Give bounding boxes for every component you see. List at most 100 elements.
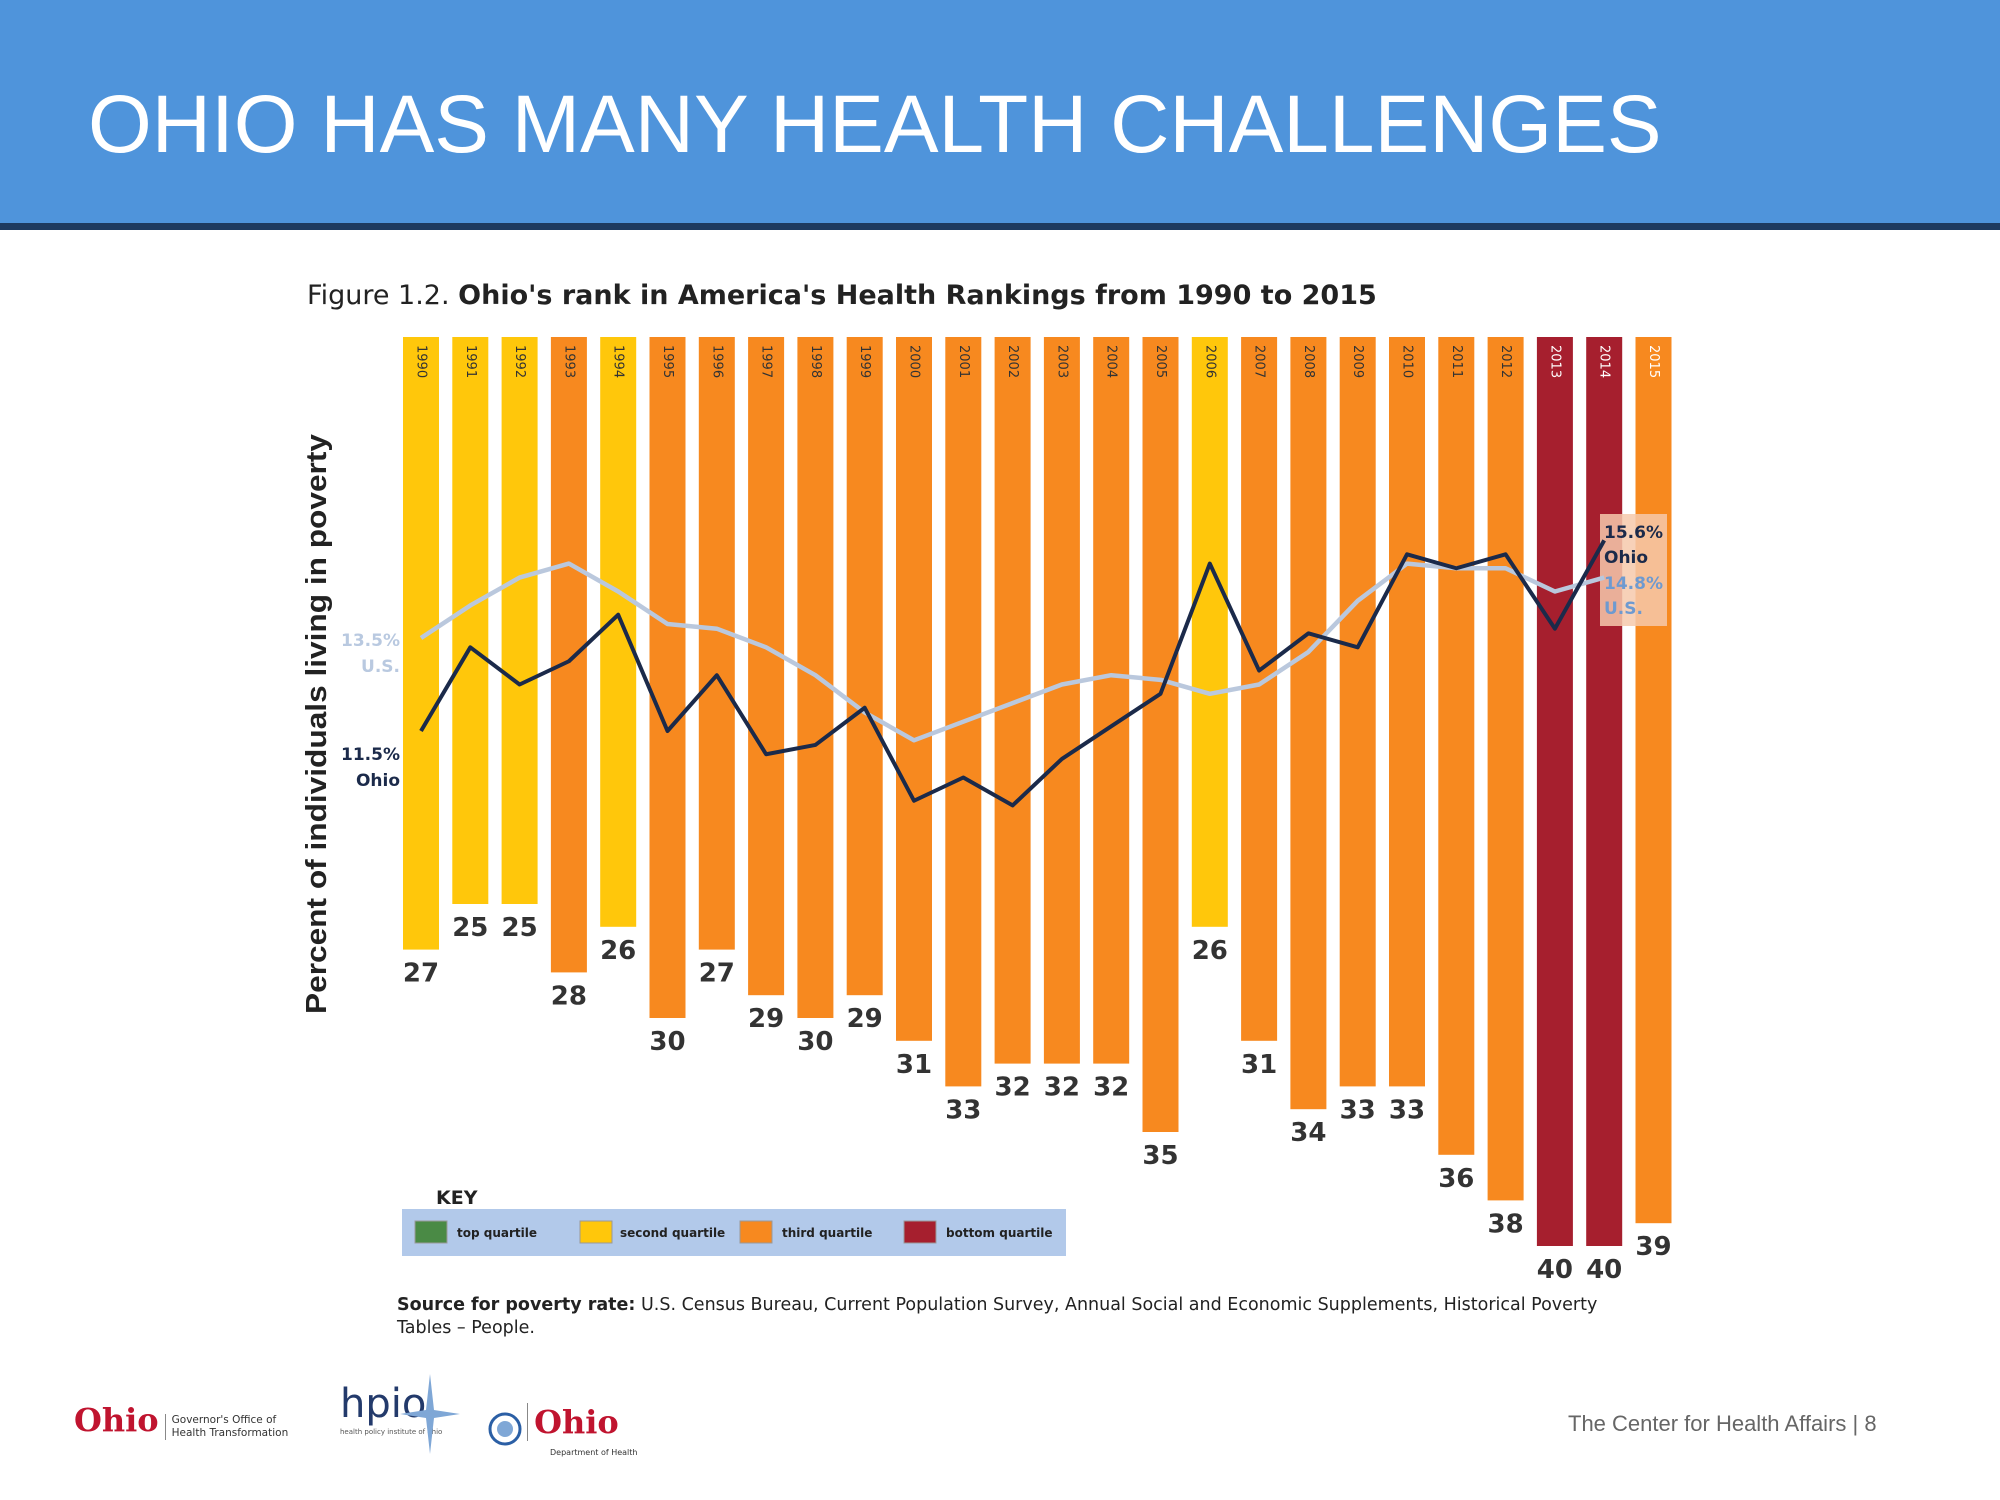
year-label: 1996 [709,345,724,378]
bar-2006 [1191,337,1228,927]
bar-1997 [748,337,785,996]
bar-2013 [1536,337,1573,1246]
y-axis-label: Percent of individuals living in poverty [301,434,333,1014]
footer-page-label: The Center for Health Affairs | 8 [1568,1411,1877,1436]
bar-1994 [600,337,637,927]
year-label: 2002 [1005,345,1020,378]
legend-label-second: second quartile [620,1226,725,1240]
year-label: 2001 [956,345,971,378]
rank-label: 32 [995,1073,1031,1103]
legend-label-bottom: bottom quartile [946,1226,1052,1240]
legend-label-third: third quartile [782,1226,872,1240]
header-divider [0,223,2000,230]
ohio-department-of-health-logo: Ohio Department of Health [488,1403,638,1458]
bar-1993 [550,337,587,973]
bar-2010 [1389,337,1425,1087]
legend-swatch-second [579,1220,613,1244]
rank-label: 25 [452,913,488,943]
bar-1990 [403,337,439,950]
year-label: 1990 [414,345,429,378]
figure-label: Figure 1.2. [307,280,450,311]
figure-title: Figure 1.2. Ohio's rank in America's Hea… [307,280,1377,312]
hpio-logo-word: hpio [340,1381,427,1427]
ohio-logo-word: Ohio [74,1401,159,1439]
rank-label: 38 [1488,1209,1524,1239]
rank-label: 30 [649,1027,685,1057]
rank-label: 32 [1093,1073,1129,1103]
rank-label: 35 [1142,1141,1178,1171]
bar-2011 [1438,337,1475,1155]
figure-title-text: Ohio's rank in America's Health Rankings… [458,280,1377,311]
hpio-tagline: health policy institute of ohio [340,1428,443,1436]
year-label: 2006 [1202,345,1217,378]
bar-2000 [896,337,932,1041]
year-label: 1998 [808,345,823,378]
year-label: 2000 [907,345,922,378]
bar-1991 [452,337,489,904]
bar-1992 [501,337,538,904]
state-seal-icon [488,1412,522,1445]
ohio-end-value: 15.6% [1604,523,1663,543]
year-label: 1993 [561,345,576,378]
year-label: 2010 [1400,345,1415,378]
compass-star-icon [400,1374,460,1454]
bar-1999 [846,337,883,996]
doh-subtitle: Department of Health [550,1447,638,1457]
slide-title: OHIO HAS MANY HEALTH CHALLENGES [88,79,1662,170]
us-start-value: 13.5% [341,631,400,651]
year-label: 2013 [1547,345,1562,378]
bar-2014 [1586,337,1623,1246]
source-note: Source for poverty rate: U.S. Census Bur… [397,1294,1637,1340]
ohio-governors-office-logo: Ohio Governor's Office of Health Transform… [74,1402,288,1440]
rank-label: 28 [551,981,587,1011]
year-label: 2005 [1153,345,1168,378]
rank-label: 30 [797,1027,833,1057]
rank-label: 29 [847,1004,883,1034]
year-label: 2012 [1498,345,1513,378]
legend-label-top: top quartile [457,1226,537,1240]
bar-2012 [1487,337,1524,1201]
ohio-start-value: 11.5% [341,745,400,765]
year-label: 2008 [1301,345,1316,378]
rank-label: 26 [600,936,636,966]
year-label: 1999 [857,345,872,378]
year-label: 2007 [1252,345,1267,378]
rank-label: 40 [1537,1255,1573,1285]
hpio-logo: hpio health policy institute of ohio [340,1374,460,1454]
source-text: U.S. Census Bureau, Current Population S… [397,1295,1598,1338]
rank-label: 39 [1635,1232,1671,1262]
bar-1995 [649,337,686,1018]
rank-label: 40 [1586,1255,1622,1285]
source-label: Source for poverty rate: [397,1295,636,1315]
rank-label: 32 [1044,1073,1080,1103]
rank-label: 29 [748,1004,784,1034]
rank-label: 31 [896,1050,932,1080]
legend-box [402,1209,1066,1256]
rank-label: 33 [1340,1095,1376,1125]
legend-swatch-third [739,1220,773,1244]
ohio-end-label: Ohio [1604,548,1648,568]
us-start-label: U.S. [361,657,400,677]
rank-label: 26 [1192,936,1228,966]
bar-2005 [1142,337,1179,1132]
bar-2009 [1339,337,1376,1087]
logo-caption: Governor's Office of Health Transformatio… [164,1413,289,1440]
year-label: 2009 [1350,345,1365,378]
ohio-logo-word: Ohio [527,1403,619,1441]
rank-label: 27 [403,959,439,989]
rank-label: 31 [1241,1050,1277,1080]
rank-label: 33 [945,1095,981,1125]
ohio-start-label: Ohio [356,771,400,791]
year-label: 2014 [1597,345,1612,378]
slide-header [0,0,2000,223]
year-label: 2015 [1646,345,1661,378]
bar-2008 [1290,337,1327,1110]
year-label: 2011 [1449,345,1464,378]
bar-2004 [1093,337,1130,1064]
us-end-value: 14.8% [1604,574,1663,594]
us-end-label: U.S. [1604,599,1643,619]
rank-label: 27 [699,959,735,989]
year-label: 1994 [611,345,626,378]
logo-line: Health Transformation [171,1426,289,1439]
